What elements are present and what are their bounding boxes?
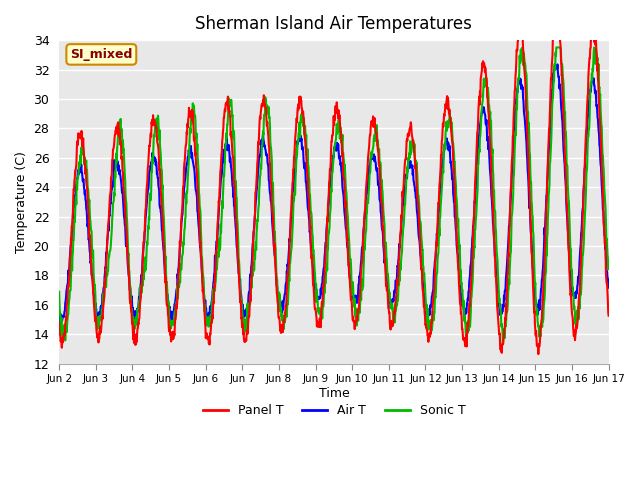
Legend: Panel T, Air T, Sonic T: Panel T, Air T, Sonic T (198, 399, 470, 422)
Title: Sherman Island Air Temperatures: Sherman Island Air Temperatures (195, 15, 472, 33)
Text: SI_mixed: SI_mixed (70, 48, 132, 61)
X-axis label: Time: Time (319, 387, 349, 400)
Y-axis label: Temperature (C): Temperature (C) (15, 151, 28, 253)
